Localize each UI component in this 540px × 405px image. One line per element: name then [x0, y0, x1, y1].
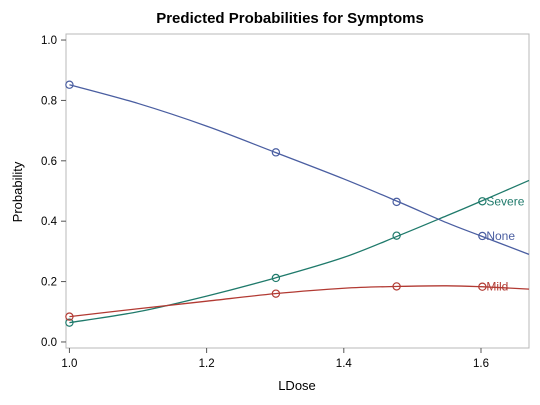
data-point-mild	[65, 312, 74, 321]
x-tick-label: 1.6	[473, 358, 489, 370]
data-point-none	[65, 80, 74, 89]
y-tick-label: 0.6	[41, 156, 57, 168]
x-axis: 1.0 1.2 1.4 1.6	[61, 348, 489, 370]
y-tick-label: 0.4	[41, 216, 58, 228]
y-tick-label: 0.0	[41, 337, 57, 349]
y-axis-label: Probability	[10, 161, 25, 222]
y-tick-label: 0.8	[41, 95, 57, 107]
data-point-none	[271, 148, 281, 157]
y-axis: 0.0 0.2 0.4 0.6 0.8 1.0	[41, 35, 66, 349]
data-point-mild	[478, 282, 487, 291]
plot-area: Severe None Mild	[65, 80, 530, 327]
series-line-severe	[69, 179, 530, 324]
data-point-severe	[65, 318, 74, 327]
x-tick-label: 1.2	[199, 358, 215, 370]
plot-frame	[65, 33, 530, 349]
data-point-severe	[478, 197, 487, 206]
data-point-none	[392, 197, 401, 207]
x-axis-label: LDose	[278, 378, 316, 393]
y-tick-label: 0.2	[41, 277, 57, 289]
y-tick-label: 1.0	[41, 35, 57, 47]
series-line-mild	[69, 285, 530, 318]
data-point-mild	[271, 289, 281, 298]
chart-title: Predicted Probabilities for Symptoms	[156, 10, 424, 27]
series-line-none	[69, 84, 530, 256]
series-label-none: None	[486, 229, 515, 243]
series-label-severe: Severe	[486, 194, 524, 208]
x-tick-label: 1.0	[61, 358, 77, 370]
series-label-mild: Mild	[486, 280, 508, 294]
data-point-mild	[392, 282, 401, 291]
data-point-severe	[271, 273, 281, 283]
data-point-none	[478, 231, 487, 241]
x-tick-label: 1.4	[336, 358, 353, 370]
data-point-severe	[392, 231, 401, 240]
